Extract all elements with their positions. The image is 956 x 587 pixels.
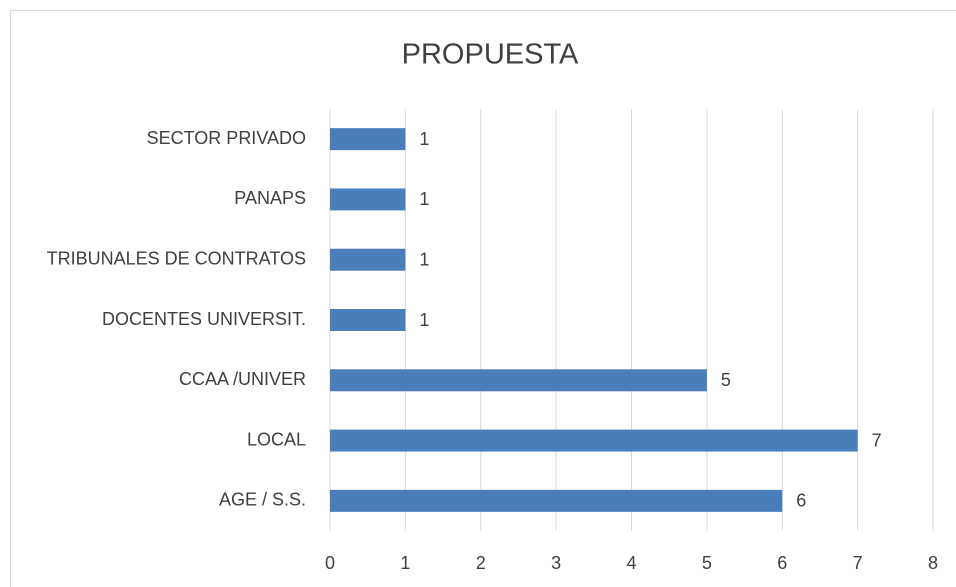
y-tick-label: CCAA /UNIVER (179, 369, 306, 389)
bar (330, 489, 783, 512)
x-tick-label: 1 (400, 553, 410, 573)
bar (330, 128, 406, 151)
x-tick-label: 5 (702, 553, 712, 573)
x-tick-label: 3 (551, 553, 561, 573)
x-tick-label: 7 (853, 553, 863, 573)
bar (330, 369, 707, 392)
data-label: 1 (419, 129, 429, 149)
y-tick-label: SECTOR PRIVADO (147, 128, 306, 148)
bar (330, 429, 858, 452)
data-label: 1 (419, 310, 429, 330)
y-tick-label: TRIBUNALES DE CONTRATOS (47, 248, 306, 268)
x-tick-label: 0 (325, 553, 335, 573)
chart-title: PROPUESTA (402, 39, 579, 71)
x-tick-label: 4 (626, 553, 636, 573)
x-tick-label: 2 (476, 553, 486, 573)
bar (330, 248, 406, 271)
data-label: 6 (796, 491, 806, 511)
bar (330, 309, 406, 331)
bar (330, 188, 406, 211)
y-tick-label: DOCENTES UNIVERSIT. (102, 309, 306, 329)
x-tick-label: 8 (928, 553, 938, 573)
data-label: 7 (872, 430, 882, 450)
data-label: 1 (419, 249, 429, 269)
y-tick-label: LOCAL (247, 429, 306, 449)
x-tick-label: 6 (777, 553, 787, 573)
y-tick-label: PANAPS (234, 188, 306, 208)
y-tick-label: AGE / S.S. (219, 490, 306, 510)
data-label: 1 (419, 189, 429, 209)
data-label: 5 (721, 370, 731, 390)
